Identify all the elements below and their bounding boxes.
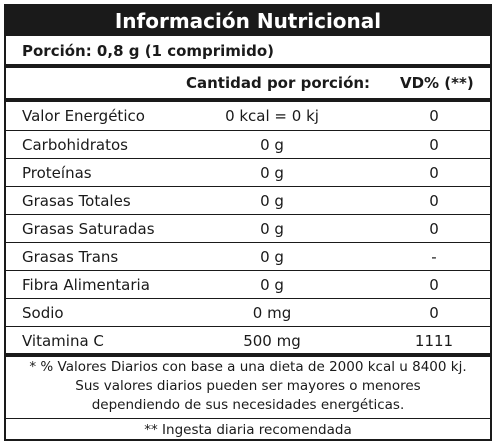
vd-header: VD% (**) <box>400 74 474 92</box>
label-title: Información Nutricional <box>6 6 490 36</box>
footnote-line: dependiendo de sus necesidades energétic… <box>91 397 405 413</box>
nutrient-quantity: 0 g <box>260 136 284 154</box>
nutrient-quantity: 0 g <box>260 220 284 238</box>
nutrient-vd: 0 <box>429 192 439 210</box>
footnote-line: Sus valores diarios pueden ser mayores o… <box>75 378 421 394</box>
nutrient-vd: 0 <box>429 304 439 322</box>
nutrient-vd: 0 <box>429 107 439 125</box>
nutrition-label: Información Nutricional Porción: 0,8 g (… <box>4 4 492 441</box>
nutrient-vd: 0 <box>429 220 439 238</box>
footnote-line: * % Valores Diarios con base a una dieta… <box>29 359 467 375</box>
footnote: * % Valores Diarios con base a una dieta… <box>6 358 490 415</box>
nutrient-name: Proteínas <box>22 164 92 182</box>
column-header-row: Cantidad por porción: VD% (**) <box>6 70 490 98</box>
table-row: Fibra Alimentaria 0 g 0 <box>6 270 490 298</box>
nutrient-quantity: 0 mg <box>252 304 292 322</box>
nutrient-quantity: 0 g <box>260 248 284 266</box>
recommended-intake-note: ** Ingesta diaria recomendada <box>144 422 352 438</box>
table-row: Grasas Totales 0 g 0 <box>6 186 490 214</box>
nutrient-quantity: 0 g <box>260 276 284 294</box>
table-row: Proteínas 0 g 0 <box>6 158 490 186</box>
nutrient-vd: 0 <box>429 164 439 182</box>
nutrient-quantity: 500 mg <box>243 332 301 350</box>
table-row: Vitamina C 500 mg 1111 <box>6 326 490 354</box>
nutrient-vd: - <box>431 248 437 266</box>
nutrient-vd: 0 <box>429 276 439 294</box>
quantity-header: Cantidad por porción: <box>186 74 371 92</box>
nutrient-quantity: 0 g <box>260 164 284 182</box>
nutrient-name: Grasas Saturadas <box>22 220 155 238</box>
nutrient-name: Carbohidratos <box>22 136 128 154</box>
table-row: Grasas Saturadas 0 g 0 <box>6 214 490 242</box>
divider-thick <box>6 353 490 357</box>
divider-thick <box>6 64 490 68</box>
nutrient-name: Sodio <box>22 304 64 322</box>
divider-thick <box>6 98 490 102</box>
nutrient-vd: 1111 <box>414 332 454 350</box>
nutrient-name: Vitamina C <box>22 332 104 350</box>
nutrient-quantity: 0 g <box>260 192 284 210</box>
nutrient-name: Fibra Alimentaria <box>22 276 150 294</box>
nutrient-vd: 0 <box>429 136 439 154</box>
divider <box>6 418 490 419</box>
table-row: Valor Energético 0 kcal = 0 kj 0 <box>6 102 490 130</box>
nutrient-name: Grasas Trans <box>22 248 119 266</box>
table-row: Sodio 0 mg 0 <box>6 298 490 326</box>
table-row: Carbohidratos 0 g 0 <box>6 130 490 158</box>
table-row: Grasas Trans 0 g - <box>6 242 490 270</box>
portion-size: Porción: 0,8 g (1 comprimido) <box>22 42 274 60</box>
nutrient-name: Grasas Totales <box>22 192 131 210</box>
nutrient-quantity: 0 kcal = 0 kj <box>225 107 319 125</box>
nutrient-name: Valor Energético <box>22 107 145 125</box>
